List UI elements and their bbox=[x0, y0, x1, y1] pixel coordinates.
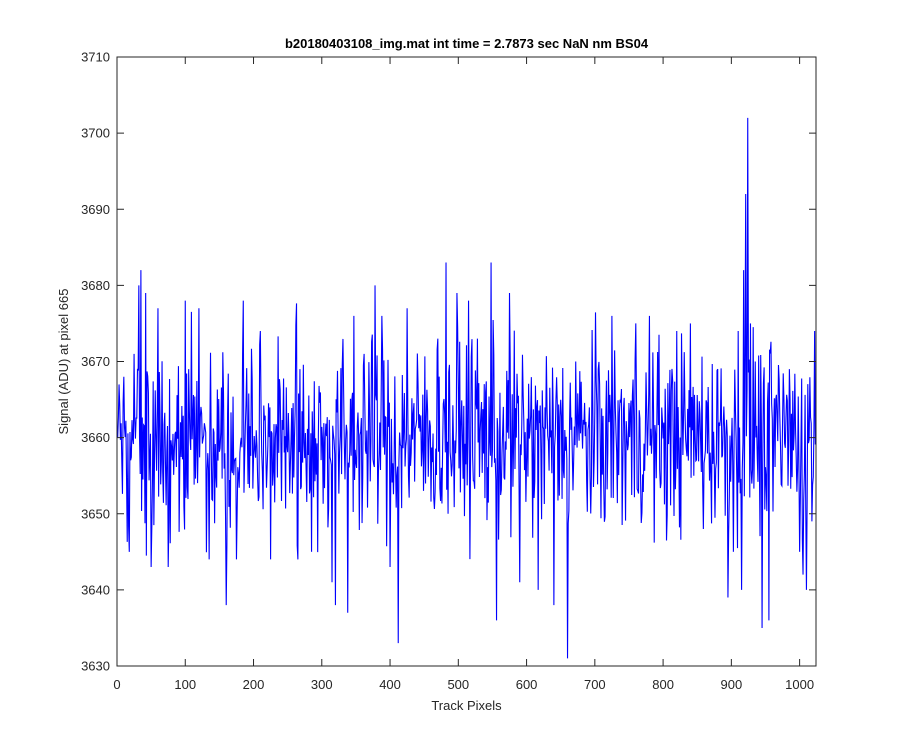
x-tick-label: 300 bbox=[311, 677, 333, 692]
y-tick-label: 3630 bbox=[81, 659, 110, 674]
x-tick-label: 0 bbox=[113, 677, 120, 692]
series-line bbox=[117, 117, 817, 659]
x-tick-label: 400 bbox=[379, 677, 401, 692]
y-axis-label: Signal (ADU) at pixel 665 bbox=[56, 289, 71, 435]
series-layer bbox=[117, 117, 817, 659]
x-tick-label: 100 bbox=[174, 677, 196, 692]
plot-frame bbox=[116, 56, 817, 667]
x-tick-label: 700 bbox=[584, 677, 606, 692]
y-tick-label: 3640 bbox=[81, 582, 110, 597]
x-axis-label: Track Pixels bbox=[431, 698, 502, 713]
x-tick-label: 900 bbox=[721, 677, 743, 692]
x-tick-label: 800 bbox=[652, 677, 674, 692]
y-tick-label: 3680 bbox=[81, 278, 110, 293]
x-tick-label: 500 bbox=[447, 677, 469, 692]
y-tick-label: 3700 bbox=[81, 126, 110, 141]
y-tick-label: 3650 bbox=[81, 506, 110, 521]
y-tick-label: 3670 bbox=[81, 354, 110, 369]
y-tick-label: 3660 bbox=[81, 430, 110, 445]
chart-title: b20180403108_img.mat int time = 2.7873 s… bbox=[285, 36, 649, 51]
x-tick-label: 200 bbox=[243, 677, 265, 692]
y-tick-label: 3710 bbox=[81, 50, 110, 65]
ticks-layer: 0 100 200 300 400 500 600 700 800 900 1000 3630 3640… bbox=[81, 50, 816, 692]
x-tick-label: 1000 bbox=[785, 677, 814, 692]
y-tick-label: 3690 bbox=[81, 202, 110, 217]
x-tick-label: 600 bbox=[516, 677, 538, 692]
